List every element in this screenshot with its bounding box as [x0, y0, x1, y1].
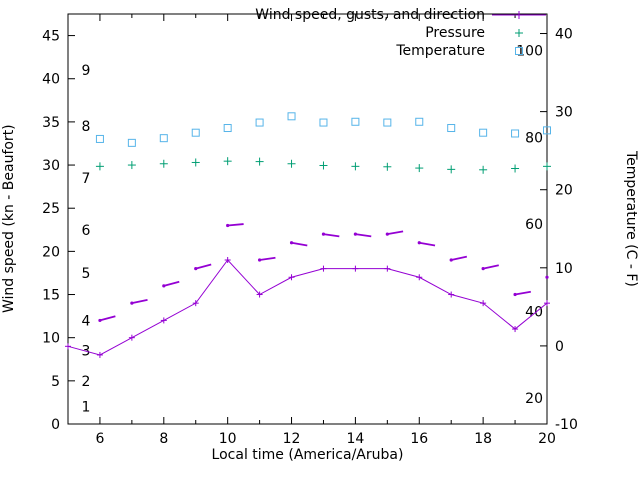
- temperature-point-marker: [127, 138, 136, 147]
- x-tick-label: 16: [410, 431, 428, 447]
- y-right-tick-label: 40: [555, 27, 573, 43]
- gust-direction-tick: [355, 233, 372, 238]
- x-tick-label: 12: [283, 431, 301, 447]
- legend-label-pressure: Pressure: [425, 25, 485, 41]
- beaufort-scale-label: 6: [82, 223, 91, 239]
- legend-label-temperature: Temperature: [396, 43, 485, 59]
- x-tick-label: 10: [219, 431, 237, 447]
- y-left-tick-label: 40: [42, 72, 60, 88]
- temperature-square-marker: [515, 47, 523, 55]
- y-right-tick-label: 20: [555, 183, 573, 199]
- legend-item-wind: Wind speed, gusts, and direction: [255, 6, 547, 24]
- y-left-tick-label: 25: [42, 201, 60, 217]
- gust-point-marker: [545, 275, 549, 279]
- temperature-point-marker: [255, 118, 264, 127]
- y-left-tick-label: 20: [42, 244, 60, 260]
- x-tick-label: 20: [538, 431, 556, 447]
- beaufort-scale-label: 1: [82, 400, 91, 416]
- legend-label-wind: Wind speed, gusts, and direction: [255, 7, 485, 23]
- gust-direction-tick: [323, 233, 340, 238]
- x-tick-label: 14: [346, 431, 364, 447]
- pressure-plus-marker: [515, 29, 523, 37]
- temperature-point-marker: [383, 118, 392, 127]
- fahrenheit-scale-label: 60: [525, 217, 543, 233]
- y-axis-label-left: Wind speed (kn - Beaufort): [1, 124, 17, 314]
- gust-direction-tick: [227, 223, 244, 227]
- beaufort-scale-label: 7: [82, 171, 91, 187]
- temperature-point-marker: [159, 134, 168, 143]
- y-right-tick-label: 30: [555, 105, 573, 121]
- y-left-tick-label: 5: [51, 374, 60, 390]
- temperature-point-marker: [447, 124, 456, 133]
- gust-direction-tick: [259, 256, 276, 261]
- gust-direction-tick: [99, 315, 116, 322]
- legend-item-temperature: Temperature: [396, 42, 547, 60]
- beaufort-scale-label: 9: [82, 63, 91, 79]
- legend-item-pressure: Pressure: [425, 24, 547, 42]
- temperature-point-marker: [191, 128, 200, 137]
- plot-border: [67, 13, 548, 425]
- y-axis-label-right: Temperature (C - F): [623, 151, 639, 287]
- temperature-point-marker: [479, 128, 488, 137]
- x-tick-label: 8: [159, 431, 168, 447]
- beaufort-scale-label: 2: [82, 374, 91, 390]
- legend: Wind speed, gusts, and direction Pressur…: [255, 6, 547, 60]
- x-tick-label: 6: [95, 431, 104, 447]
- gust-direction-tick: [387, 230, 404, 235]
- y-right-tick-label: -10: [555, 417, 578, 433]
- beaufort-scale-label: 8: [82, 119, 91, 135]
- gust-direction-tick: [482, 264, 499, 270]
- temperature-point-marker: [543, 126, 551, 135]
- y-right-tick-label: 0: [555, 339, 564, 355]
- gust-direction-tick: [291, 241, 308, 247]
- x-tick-label: 18: [474, 431, 492, 447]
- y-left-tick-label: 15: [42, 288, 60, 304]
- gust-direction-tick: [195, 263, 212, 270]
- temperature-point-marker: [415, 117, 424, 126]
- legend-marker-shape: [515, 47, 523, 55]
- wind-line-plus-marker: [492, 11, 546, 19]
- gust-direction-tick: [163, 280, 180, 287]
- y-left-tick-label: 35: [42, 115, 60, 131]
- y-left-tick-label: 45: [42, 29, 60, 45]
- fahrenheit-scale-label: 80: [525, 130, 543, 146]
- temperature-point-marker: [287, 112, 296, 121]
- y-left-tick-label: 10: [42, 331, 60, 347]
- x-axis-label: Local time (America/Aruba): [211, 447, 404, 463]
- fahrenheit-scale-label: 20: [525, 391, 543, 407]
- wind-speed-line: [67, 259, 548, 356]
- beaufort-scale-label: 5: [82, 266, 91, 282]
- gust-direction-tick: [514, 290, 531, 296]
- temperature-point-marker: [511, 129, 520, 138]
- fahrenheit-scale-label: 40: [525, 305, 543, 321]
- y-right-tick-label: 10: [555, 261, 573, 277]
- beaufort-scale-label: 4: [82, 313, 91, 329]
- temperature-point-marker: [223, 124, 232, 133]
- gust-direction-tick: [419, 241, 436, 247]
- temperature-point-marker: [319, 118, 328, 127]
- gust-direction-tick: [451, 255, 468, 261]
- temperature-point-marker: [351, 117, 360, 126]
- y-left-tick-label: 30: [42, 158, 60, 174]
- y-left-tick-label: 0: [51, 417, 60, 433]
- temperature-point-marker: [95, 134, 104, 143]
- gust-direction-tick: [131, 298, 148, 305]
